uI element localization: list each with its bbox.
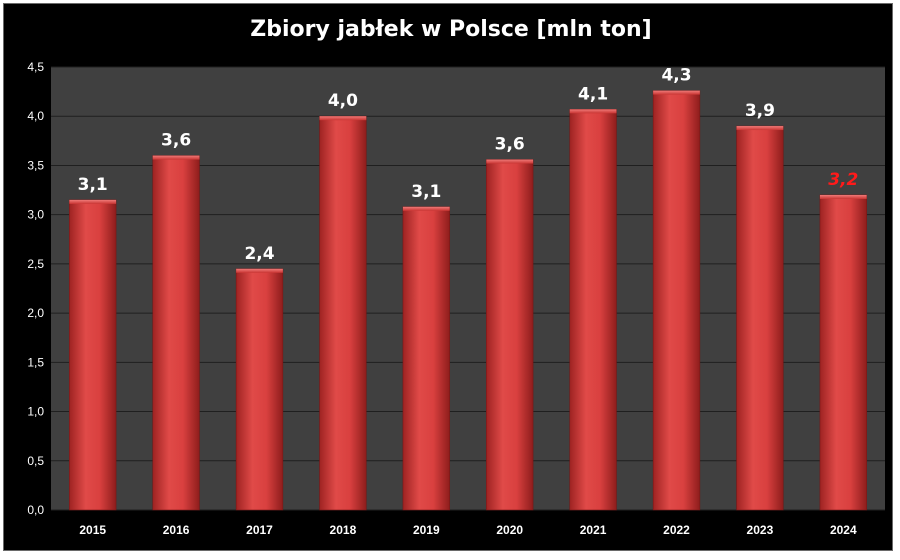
bar xyxy=(486,159,534,511)
bar xyxy=(819,194,867,511)
bar-top-cap xyxy=(569,109,617,114)
data-label: 3,6 xyxy=(161,131,191,151)
data-labels: 3,1 3,6 2,4 4,0 3,1 3,6 4,1 4,3 3,9 3,2 xyxy=(78,66,859,264)
x-tick-label: 2024 xyxy=(830,523,857,537)
y-tick-label: 2,5 xyxy=(27,257,44,271)
chart-frame: Zbiory jabłek w Polsce [mln ton] 0,0 0,5 1… xyxy=(3,3,893,551)
y-tick-label: 1,0 xyxy=(27,405,44,419)
bar-top-cap xyxy=(319,116,367,121)
x-tick-label: 2020 xyxy=(496,523,523,537)
bar xyxy=(736,125,784,511)
x-tick-label: 2017 xyxy=(246,523,273,537)
x-tick-label: 2021 xyxy=(580,523,607,537)
bar xyxy=(69,199,117,511)
bar xyxy=(569,109,617,511)
bar-top-cap xyxy=(819,194,867,199)
x-axis-ticks: 2015 2016 2017 2018 2019 2020 2021 2022 2023 2024 xyxy=(79,523,857,537)
bar-top-cap xyxy=(653,90,700,95)
data-label: 4,3 xyxy=(661,66,691,86)
bar xyxy=(652,90,701,511)
y-tick-label: 3,5 xyxy=(27,158,44,172)
x-tick-label: 2022 xyxy=(663,523,690,537)
y-tick-label: 0,0 xyxy=(27,503,44,517)
y-axis-ticks: 0,0 0,5 1,0 1,5 2,0 2,5 3,0 3,5 4,0 4,5 xyxy=(27,60,44,517)
y-tick-label: 0,5 xyxy=(27,454,44,468)
data-label: 3,1 xyxy=(411,182,441,202)
bar-top-cap xyxy=(486,159,534,164)
bar-chart: Zbiory jabłek w Polsce [mln ton] 0,0 0,5 1… xyxy=(27,17,885,537)
bar-top-cap xyxy=(736,126,784,131)
bar-top-cap xyxy=(236,268,283,273)
x-tick-label: 2023 xyxy=(747,523,774,537)
data-label: 3,2 xyxy=(828,170,858,190)
bar xyxy=(235,268,284,511)
data-label: 3,1 xyxy=(78,175,108,195)
bars xyxy=(69,90,867,511)
bar-top-cap xyxy=(69,199,117,204)
bar xyxy=(402,206,450,511)
bar-top-cap xyxy=(152,155,200,160)
x-tick-label: 2018 xyxy=(330,523,357,537)
y-tick-label: 1,5 xyxy=(27,355,44,369)
chart-title: Zbiory jabłek w Polsce [mln ton] xyxy=(250,17,651,42)
bar xyxy=(319,115,367,511)
y-tick-label: 3,0 xyxy=(27,208,44,222)
y-tick-label: 2,0 xyxy=(27,306,44,320)
data-label: 4,1 xyxy=(578,84,608,104)
bar-top-cap xyxy=(402,206,450,211)
y-tick-label: 4,0 xyxy=(27,109,44,123)
x-tick-label: 2015 xyxy=(79,523,106,537)
data-label: 3,6 xyxy=(495,135,525,155)
x-tick-label: 2019 xyxy=(413,523,440,537)
data-label: 2,4 xyxy=(244,244,274,264)
bar xyxy=(152,155,200,511)
data-label: 4,0 xyxy=(328,91,358,111)
y-tick-label: 4,5 xyxy=(27,60,44,74)
x-tick-label: 2016 xyxy=(163,523,190,537)
data-label: 3,9 xyxy=(745,101,775,121)
